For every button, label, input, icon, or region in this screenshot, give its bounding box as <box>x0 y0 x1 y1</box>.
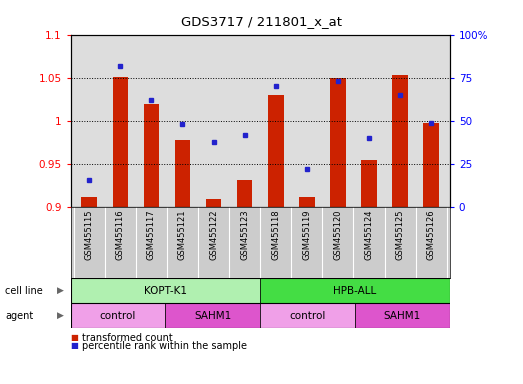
Bar <box>165 303 260 328</box>
Text: ■: ■ <box>71 333 78 343</box>
Bar <box>299 197 314 207</box>
Bar <box>144 104 159 207</box>
Text: GSM455117: GSM455117 <box>147 210 156 260</box>
Text: GSM455122: GSM455122 <box>209 210 218 260</box>
Bar <box>71 303 165 328</box>
Text: GDS3717 / 211801_x_at: GDS3717 / 211801_x_at <box>181 15 342 28</box>
Text: KOPT-K1: KOPT-K1 <box>144 286 187 296</box>
Text: GSM455125: GSM455125 <box>395 210 405 260</box>
Text: control: control <box>289 311 326 321</box>
Text: HPB-ALL: HPB-ALL <box>333 286 377 296</box>
Bar <box>423 123 439 207</box>
Text: control: control <box>100 311 136 321</box>
Text: GSM455123: GSM455123 <box>240 210 249 260</box>
Bar <box>82 197 97 207</box>
Text: percentile rank within the sample: percentile rank within the sample <box>82 341 247 351</box>
Text: SAHM1: SAHM1 <box>194 311 231 321</box>
Bar <box>392 75 408 207</box>
Text: ■: ■ <box>71 341 78 350</box>
Bar <box>112 77 128 207</box>
Bar <box>260 278 450 303</box>
Bar <box>361 160 377 207</box>
Text: agent: agent <box>5 311 33 321</box>
Bar <box>330 78 346 207</box>
Bar <box>71 278 260 303</box>
Bar <box>237 180 253 207</box>
Text: GSM455121: GSM455121 <box>178 210 187 260</box>
Text: GSM455120: GSM455120 <box>333 210 343 260</box>
Bar <box>355 303 450 328</box>
Bar <box>206 199 221 207</box>
Text: GSM455115: GSM455115 <box>85 210 94 260</box>
Text: transformed count: transformed count <box>82 333 173 343</box>
Text: cell line: cell line <box>5 286 43 296</box>
Text: GSM455124: GSM455124 <box>365 210 373 260</box>
Bar <box>260 303 355 328</box>
Bar <box>175 140 190 207</box>
Text: GSM455118: GSM455118 <box>271 210 280 260</box>
Text: ▶: ▶ <box>56 311 64 320</box>
Text: GSM455119: GSM455119 <box>302 210 311 260</box>
Text: SAHM1: SAHM1 <box>384 311 421 321</box>
Bar <box>268 95 283 207</box>
Text: GSM455116: GSM455116 <box>116 210 125 260</box>
Text: ▶: ▶ <box>56 286 64 295</box>
Text: GSM455126: GSM455126 <box>427 210 436 260</box>
